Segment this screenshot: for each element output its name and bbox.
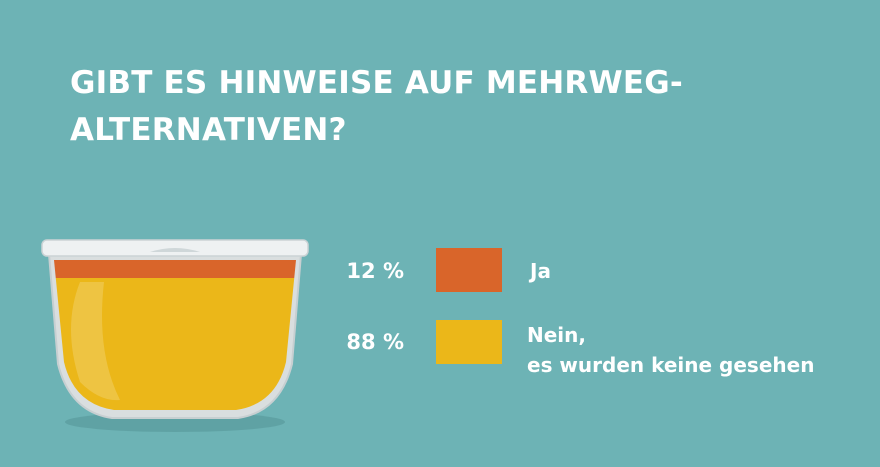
legend-label-nein: Nein, es wurden keine gesehen — [527, 320, 814, 380]
legend-label-ja: Ja — [530, 259, 551, 283]
bowl-illustration — [41, 239, 309, 432]
bowl-fill-nein — [54, 278, 296, 410]
value-label-nein: 88 % — [346, 330, 404, 354]
value-label-ja: 12 % — [346, 259, 404, 283]
lid-tab — [150, 248, 200, 252]
bowl-highlight — [71, 282, 120, 401]
chart-title: GIBT ES HINWEISE AUF MEHRWEG- ALTERNATIV… — [70, 60, 790, 154]
legend-swatch-nein — [436, 320, 502, 364]
title-line-2: ALTERNATIVEN? — [70, 112, 347, 148]
bowl-fill-ja — [54, 260, 296, 278]
legend-label-nein-line-1: Nein, — [527, 323, 586, 347]
legend-swatch-ja — [436, 248, 502, 292]
title-line-1: GIBT ES HINWEISE AUF MEHRWEG- — [70, 65, 683, 101]
legend-label-nein-line-2: es wurden keine gesehen — [527, 353, 815, 377]
